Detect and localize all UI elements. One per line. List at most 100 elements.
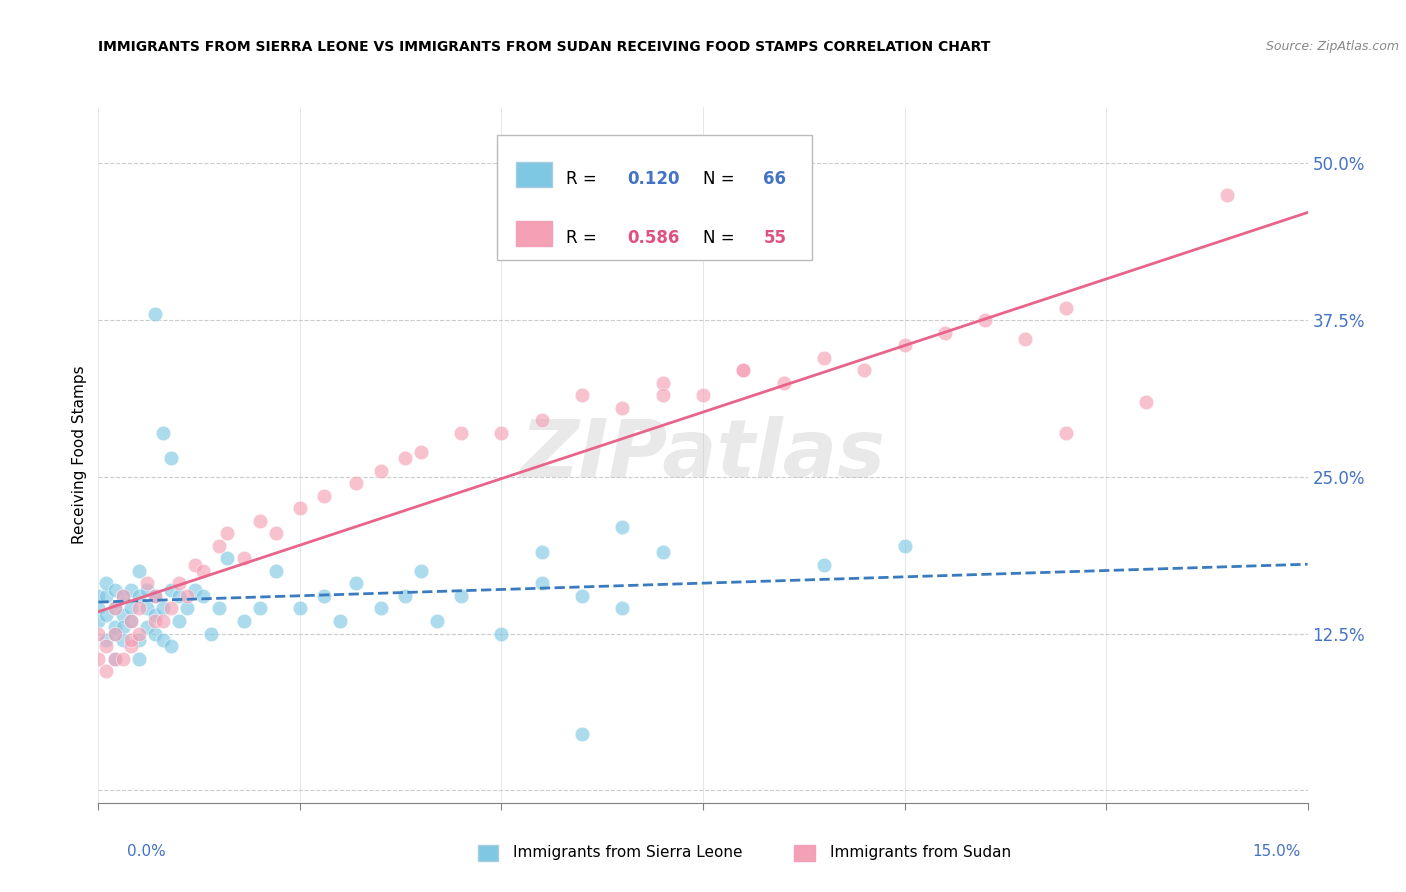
Point — [314, 589, 336, 603]
Point — [264, 564, 287, 578]
Text: Source: ZipAtlas.com: Source: ZipAtlas.com — [1265, 40, 1399, 54]
Point — [152, 632, 174, 647]
Point — [530, 545, 553, 559]
FancyBboxPatch shape — [516, 221, 551, 246]
Point — [135, 582, 157, 597]
Point — [96, 632, 118, 647]
Text: N =: N = — [703, 228, 740, 246]
Point — [160, 582, 183, 597]
FancyBboxPatch shape — [498, 135, 811, 260]
Point — [135, 620, 157, 634]
Point — [264, 526, 287, 541]
Point — [329, 614, 352, 628]
Point — [893, 338, 915, 352]
Point — [152, 601, 174, 615]
Text: Immigrants from Sierra Leone: Immigrants from Sierra Leone — [513, 846, 742, 860]
Point — [87, 614, 110, 628]
Point — [651, 376, 673, 390]
Point — [934, 326, 956, 340]
Point — [143, 626, 166, 640]
Point — [193, 589, 215, 603]
Point — [1054, 425, 1077, 440]
Point — [1014, 332, 1036, 346]
Point — [128, 564, 150, 578]
Text: 66: 66 — [763, 169, 786, 187]
Point — [426, 614, 449, 628]
Point — [160, 451, 183, 466]
Point — [152, 614, 174, 628]
Point — [1135, 394, 1157, 409]
Point — [571, 589, 593, 603]
Point — [232, 551, 254, 566]
Point — [111, 651, 134, 665]
Text: 0.120: 0.120 — [627, 169, 679, 187]
Point — [128, 601, 150, 615]
Point — [111, 607, 134, 622]
Point — [152, 425, 174, 440]
Point — [733, 363, 755, 377]
Point — [111, 620, 134, 634]
Text: 0.586: 0.586 — [627, 228, 679, 246]
Text: 55: 55 — [763, 228, 786, 246]
Point — [103, 601, 125, 615]
Y-axis label: Receiving Food Stamps: Receiving Food Stamps — [72, 366, 87, 544]
Point — [143, 614, 166, 628]
Point — [394, 589, 416, 603]
Point — [120, 601, 142, 615]
Point — [103, 582, 125, 597]
Text: IMMIGRANTS FROM SIERRA LEONE VS IMMIGRANTS FROM SUDAN RECEIVING FOOD STAMPS CORR: IMMIGRANTS FROM SIERRA LEONE VS IMMIGRAN… — [98, 40, 991, 54]
Point — [128, 632, 150, 647]
Point — [813, 558, 835, 572]
Point — [120, 582, 142, 597]
Point — [111, 589, 134, 603]
Point — [120, 614, 142, 628]
Point — [111, 632, 134, 647]
Point — [530, 413, 553, 427]
Point — [813, 351, 835, 365]
Point — [167, 589, 190, 603]
Point — [733, 363, 755, 377]
Point — [103, 601, 125, 615]
Point — [96, 576, 118, 591]
Point — [160, 601, 183, 615]
Point — [143, 307, 166, 321]
Point — [450, 589, 472, 603]
Point — [571, 388, 593, 402]
Point — [612, 520, 634, 534]
Text: 0.0%: 0.0% — [127, 845, 166, 859]
Point — [853, 363, 876, 377]
Point — [128, 589, 150, 603]
Point — [370, 601, 392, 615]
Point — [120, 614, 142, 628]
Point — [893, 539, 915, 553]
Point — [249, 514, 271, 528]
Point — [200, 626, 222, 640]
Point — [491, 425, 513, 440]
Point — [249, 601, 271, 615]
Point — [288, 601, 311, 615]
Point — [612, 401, 634, 415]
Point — [1216, 187, 1239, 202]
Point — [370, 464, 392, 478]
Point — [651, 545, 673, 559]
Text: ZIPatlas: ZIPatlas — [520, 416, 886, 494]
Point — [974, 313, 997, 327]
Point — [143, 589, 166, 603]
Point — [344, 576, 367, 591]
Point — [96, 607, 118, 622]
Point — [143, 589, 166, 603]
Point — [193, 564, 215, 578]
Point — [103, 651, 125, 665]
Point — [409, 444, 432, 458]
Point — [87, 589, 110, 603]
Point — [120, 632, 142, 647]
Point — [491, 626, 513, 640]
Point — [288, 501, 311, 516]
FancyBboxPatch shape — [516, 162, 551, 187]
Point — [208, 539, 231, 553]
Point — [232, 614, 254, 628]
Point — [772, 376, 794, 390]
Point — [167, 576, 190, 591]
Point — [143, 607, 166, 622]
Point — [176, 601, 198, 615]
